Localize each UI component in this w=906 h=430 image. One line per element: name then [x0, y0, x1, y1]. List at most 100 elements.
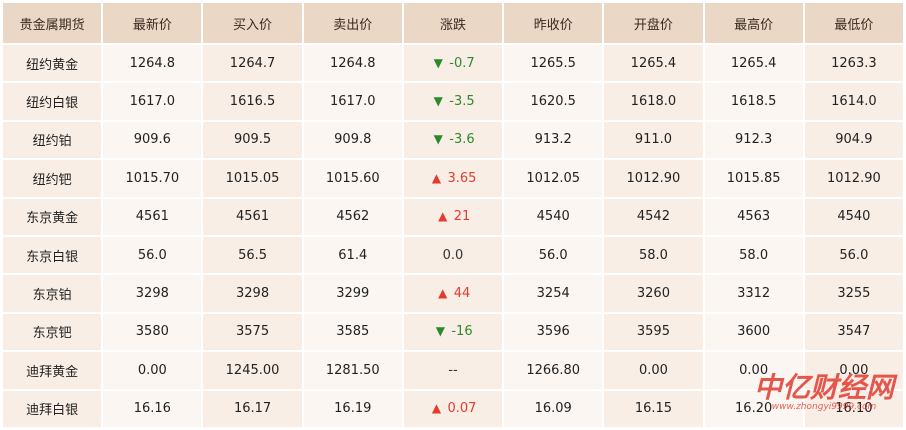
arrow-down-icon: ▼	[435, 324, 445, 339]
cell-bid: 3575	[203, 313, 302, 351]
cell-prev-close: 1620.5	[504, 83, 603, 120]
cell-high: 1015.85	[704, 160, 803, 197]
cell-bid: 4561	[203, 198, 302, 235]
table-row: 纽约黄金 1264.8 1264.7 1264.8 ▼ -0.7 1265.5 1265.4 1…	[3, 45, 903, 82]
cell-open: 911.0	[604, 121, 703, 159]
table-row: 迪拜白银 16.16 16.17 16.19 ▲ 0.07 16.09 16.15 16.20 1…	[3, 390, 903, 427]
arrow-up-icon: ▲	[431, 170, 442, 185]
table-body: 纽约黄金 1264.8 1264.7 1264.8 ▼ -0.7 1265.5 1265.4 1…	[3, 45, 903, 427]
arrow-down-icon: ▼	[433, 132, 443, 147]
cell-name[interactable]: 迪拜白银	[3, 390, 102, 427]
cell-name[interactable]: 东京钯	[3, 313, 102, 351]
cell-low: 0.00	[804, 352, 903, 389]
cell-open: 4542	[604, 198, 703, 235]
cell-open: 0.00	[604, 352, 703, 389]
cell-bid: 909.5	[203, 121, 302, 159]
arrow-up-icon: ▲	[431, 401, 442, 416]
change-value: 44	[453, 286, 471, 302]
cell-ask: 909.8	[303, 121, 402, 159]
cell-bid: 1015.05	[203, 160, 302, 197]
cell-change: ▼ -3.5	[403, 83, 503, 120]
table-row: 东京铂 3298 3298 3299 ▲ 44 3254 3260 3312 3255	[3, 275, 903, 312]
cell-ask: 16.19	[303, 390, 402, 427]
cell-open: 1012.90	[604, 160, 703, 197]
cell-change: ▼ -16	[403, 313, 503, 351]
cell-high: 1265.4	[704, 45, 803, 82]
change-value: 0.07	[447, 401, 477, 417]
cell-prev-close: 16.09	[504, 390, 603, 427]
col-header-latest: 最新价	[103, 3, 202, 43]
cell-high: 3600	[704, 313, 803, 351]
cell-name[interactable]: 迪拜黄金	[3, 352, 102, 389]
cell-ask: 1264.8	[303, 45, 402, 82]
col-header-low: 最低价	[804, 3, 903, 43]
table-row: 迪拜黄金 0.00 1245.00 1281.50 -- 1266.80 0.00 0.00 0…	[3, 352, 903, 389]
cell-name[interactable]: 纽约黄金	[3, 45, 102, 82]
cell-ask: 3299	[303, 275, 402, 312]
cell-high: 16.20	[704, 390, 803, 427]
change-value: 21	[453, 209, 471, 225]
cell-high: 3312	[704, 275, 803, 312]
col-header-bid: 买入价	[203, 3, 302, 43]
cell-name[interactable]: 东京黄金	[3, 198, 102, 235]
cell-high: 912.3	[704, 121, 803, 159]
cell-change: ▲ 21	[403, 198, 503, 235]
cell-low: 16.10	[804, 390, 903, 427]
cell-prev-close: 4540	[504, 198, 603, 235]
table-row: 纽约白银 1617.0 1616.5 1617.0 ▼ -3.5 1620.5 1618.0 1…	[3, 83, 903, 120]
cell-change: ▲ 3.65	[403, 160, 503, 197]
cell-latest: 16.16	[103, 390, 202, 427]
cell-ask: 1015.60	[303, 160, 402, 197]
cell-name[interactable]: 纽约钯	[3, 160, 102, 197]
cell-change: ▼ -0.7	[403, 45, 503, 82]
cell-open: 3595	[604, 313, 703, 351]
change-value: -16	[451, 324, 473, 340]
cell-open: 3260	[604, 275, 703, 312]
cell-prev-close: 913.2	[504, 121, 603, 159]
cell-low: 1614.0	[804, 83, 903, 120]
col-header-high: 最高价	[704, 3, 803, 43]
header-row: 贵金属期货 最新价 买入价 卖出价 涨跌 昨收价 开盘价 最高价 最低价	[3, 3, 903, 43]
cell-prev-close: 3596	[504, 313, 603, 351]
cell-change: ▲ 0.07	[403, 390, 503, 427]
cell-prev-close: 56.0	[504, 236, 603, 274]
cell-high: 1618.5	[704, 83, 803, 120]
change-value: 3.65	[447, 170, 477, 186]
cell-change: --	[403, 352, 503, 389]
cell-latest: 1015.70	[103, 160, 202, 197]
arrow-down-icon: ▼	[433, 94, 443, 109]
cell-ask: 3585	[303, 313, 402, 351]
cell-open: 58.0	[604, 236, 703, 274]
change-value: 0.0	[442, 247, 464, 263]
cell-ask: 1281.50	[303, 352, 402, 389]
cell-name[interactable]: 纽约铂	[3, 121, 102, 159]
cell-name[interactable]: 纽约白银	[3, 83, 102, 120]
cell-open: 16.15	[604, 390, 703, 427]
cell-latest: 4561	[103, 198, 202, 235]
cell-latest: 1617.0	[103, 83, 202, 120]
cell-bid: 16.17	[203, 390, 302, 427]
arrow-up-icon: ▲	[438, 209, 448, 224]
cell-prev-close: 1265.5	[504, 45, 603, 82]
cell-bid: 1264.7	[203, 45, 302, 82]
col-header-prev-close: 昨收价	[504, 3, 603, 43]
col-header-name: 贵金属期货	[3, 3, 102, 43]
cell-name[interactable]: 东京铂	[3, 275, 102, 312]
change-value: --	[448, 362, 458, 378]
cell-low: 904.9	[804, 121, 903, 159]
cell-change: ▼ -3.6	[403, 121, 503, 159]
arrow-up-icon: ▲	[438, 286, 448, 301]
cell-prev-close: 1266.80	[504, 352, 603, 389]
cell-change: 0.0	[403, 236, 503, 274]
cell-open: 1618.0	[604, 83, 703, 120]
cell-name[interactable]: 东京白银	[3, 236, 102, 274]
cell-latest: 3580	[103, 313, 202, 351]
cell-latest: 909.6	[103, 121, 202, 159]
change-value: -3.6	[449, 132, 475, 148]
change-value: -3.5	[449, 94, 475, 110]
table-row: 东京钯 3580 3575 3585 ▼ -16 3596 3595 3600 3547	[3, 313, 903, 351]
cell-latest: 3298	[103, 275, 202, 312]
cell-change: ▲ 44	[403, 275, 503, 312]
arrow-down-icon: ▼	[433, 55, 443, 70]
cell-low: 3547	[804, 313, 903, 351]
